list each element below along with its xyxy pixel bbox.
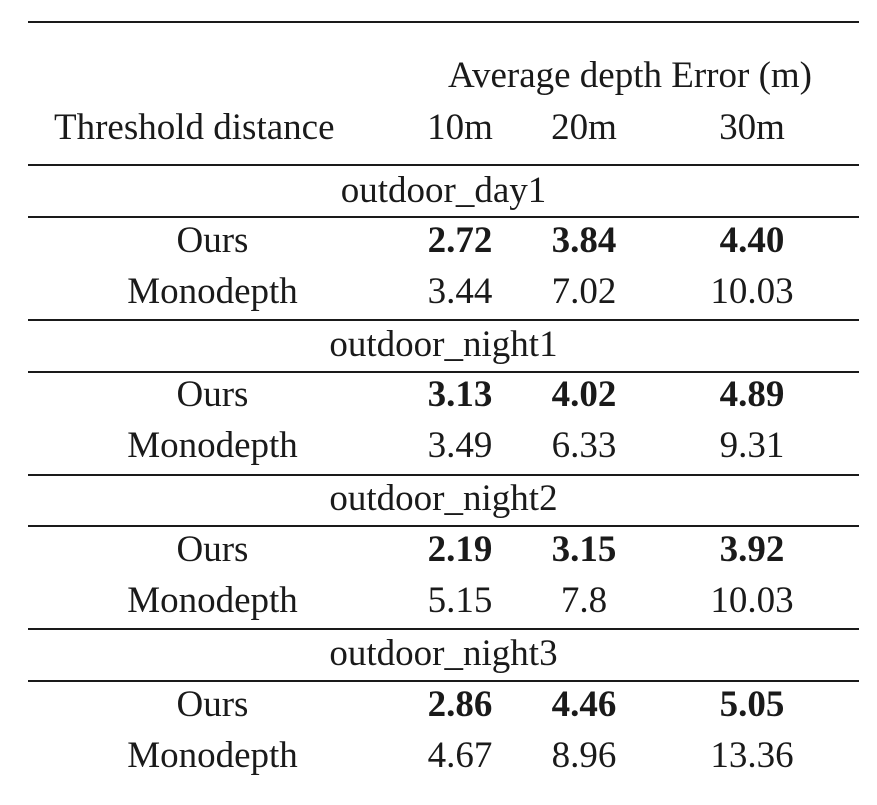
section-title-outdoor-night2: outdoor_night2 [329,478,558,519]
value-20m: 4.02 [551,374,617,415]
section-rule [28,628,859,630]
section-rule [28,474,859,476]
section-rule [28,680,859,682]
value-20m: 3.15 [551,529,617,570]
section-title-outdoor-day1: outdoor_day1 [340,170,547,211]
section-title-outdoor-night1: outdoor_night1 [329,324,558,365]
section-rule [28,525,859,527]
value-10m: 5.15 [427,580,493,621]
method-label: Ours [176,529,249,570]
value-30m: 4.40 [719,220,785,261]
section-rule [28,319,859,321]
method-label: Monodepth [127,425,298,466]
section-rule [28,216,859,218]
header-row-label: Threshold distance [54,107,335,148]
method-label: Monodepth [127,580,298,621]
value-10m: 2.19 [427,529,493,570]
value-30m: 3.92 [719,529,785,570]
value-10m: 3.44 [427,271,493,312]
value-30m: 9.31 [719,425,785,466]
value-30m: 5.05 [719,684,785,725]
value-30m: 10.03 [710,271,794,312]
value-10m: 2.72 [427,220,493,261]
header-bottom-rule [28,164,859,166]
value-20m: 7.02 [551,271,617,312]
value-10m: 2.86 [427,684,493,725]
value-20m: 4.46 [551,684,617,725]
value-20m: 7.8 [560,580,608,621]
section-rule [28,371,859,373]
value-30m: 4.89 [719,374,785,415]
value-20m: 3.84 [551,220,617,261]
header-col-20m: 20m [551,107,617,148]
header-group-label: Average depth Error (m) [447,55,812,96]
method-label: Ours [176,684,249,725]
header-col-10m: 10m [427,107,493,148]
method-label: Monodepth [127,735,298,776]
value-30m: 13.36 [710,735,794,776]
value-10m: 3.13 [427,374,493,415]
table-top-rule [28,21,859,23]
section-title-outdoor-night3: outdoor_night3 [329,633,558,674]
value-20m: 8.96 [551,735,617,776]
method-label: Ours [176,220,249,261]
value-10m: 4.67 [427,735,493,776]
value-30m: 10.03 [710,580,794,621]
method-label: Ours [176,374,249,415]
header-col-30m: 30m [719,107,785,148]
value-20m: 6.33 [551,425,617,466]
method-label: Monodepth [127,271,298,312]
value-10m: 3.49 [427,425,493,466]
